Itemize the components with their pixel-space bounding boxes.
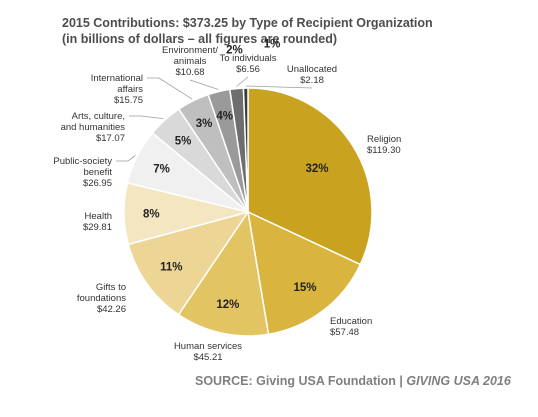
category-label: Education $57.48 (330, 316, 372, 338)
source-prefix: SOURCE: Giving USA Foundation | (195, 374, 406, 388)
pie-slice (127, 210, 250, 316)
category-name: Health (85, 211, 112, 222)
category-value: $26.95 (83, 178, 112, 189)
source-note: SOURCE: Giving USA Foundation | GIVING U… (195, 374, 512, 388)
category-value: $42.26 (97, 304, 126, 315)
category-label: International affairs $15.75 (91, 73, 144, 106)
chart-subtitle: (in billions of dollars – all figures ar… (62, 32, 337, 46)
category-name: International (91, 73, 143, 84)
category-value: $17.07 (96, 133, 125, 144)
category-name: Human services (174, 341, 242, 352)
percent-label: 32% (305, 163, 328, 175)
category-name: Public-society (53, 156, 112, 167)
pie-slice (177, 210, 270, 337)
category-value: $10.68 (175, 67, 204, 78)
percent-label: 11% (160, 262, 182, 274)
category-label: Environment/animals $10.68 (162, 45, 218, 78)
chart-title: 2015 Contributions: $373.25 by Type of R… (62, 16, 433, 30)
category-label: To individuals $6.56 (219, 53, 276, 75)
percent-label: 2% (226, 44, 243, 56)
category-name: Religion (367, 134, 401, 145)
leader-line (236, 76, 249, 87)
category-name: Environment/ (162, 45, 218, 56)
category-value: $2.18 (300, 75, 324, 86)
percent-label: 8% (143, 208, 160, 220)
leader-line (129, 115, 164, 119)
pie-slices (123, 87, 373, 337)
category-value: $6.56 (236, 64, 260, 75)
leader-line (147, 77, 193, 100)
category-label: Arts, culture, and humanities $17.07 (61, 111, 126, 144)
category-label: Public-society benefit $26.95 (53, 156, 112, 189)
leader-line (116, 155, 136, 162)
category-labels: Religion $119.30 Education $57.48 Human serv… (53, 45, 401, 363)
category-name: Education (330, 316, 372, 327)
category-name: benefit (83, 167, 112, 178)
percent-label: 4% (216, 111, 233, 123)
category-name: and humanities (61, 122, 126, 133)
percent-label: 15% (293, 282, 316, 294)
pie-slice (247, 210, 362, 336)
category-label: Human services $45.21 (174, 341, 242, 363)
source-publication: GIVING USA 2016 (406, 374, 511, 388)
leader-line (245, 85, 313, 89)
category-label: Religion $119.30 (367, 134, 401, 156)
category-name: Gifts to (96, 282, 126, 293)
category-name: Unallocated (287, 64, 337, 75)
category-name: affairs (117, 84, 143, 95)
leader-line (189, 79, 219, 90)
pie-slice (242, 87, 249, 213)
category-name: Arts, culture, (72, 111, 125, 122)
category-value: $29.81 (83, 222, 112, 233)
category-label: Gifts to foundations $42.26 (77, 282, 126, 315)
percent-label: 1% (264, 38, 281, 50)
category-name: To individuals (219, 53, 276, 64)
category-value: $119.30 (367, 145, 401, 156)
category-label: Health $29.81 (83, 211, 112, 233)
percent-label: 5% (175, 135, 192, 147)
category-name: animals (174, 56, 207, 67)
percent-label: 12% (216, 299, 239, 311)
category-label: Unallocated $2.18 (287, 64, 337, 86)
category-value: $15.75 (114, 95, 143, 106)
percent-label: 7% (153, 164, 170, 176)
category-name: foundations (77, 293, 126, 304)
percent-label: 3% (196, 118, 213, 130)
category-value: $45.21 (193, 352, 222, 363)
pie-slice (247, 87, 373, 266)
category-value: $57.48 (330, 327, 359, 338)
percent-labels: 32% 15% 12% 11% 8% 7% 5% 3%4% 2% 1% (143, 38, 329, 311)
leader-lines (116, 76, 313, 162)
